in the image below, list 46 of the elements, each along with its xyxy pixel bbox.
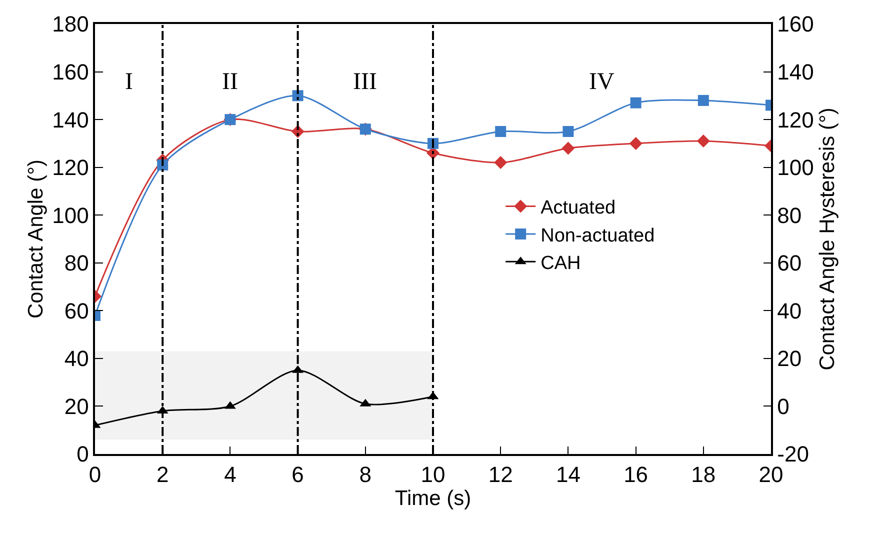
point (629, 136, 642, 150)
y-tick-label: 160 (52, 59, 89, 84)
annotation: III (353, 69, 377, 95)
y-tick-label: 60 (64, 298, 89, 324)
point (630, 97, 642, 108)
legend-label: CAH (540, 253, 581, 274)
x-tick-label: 4 (224, 462, 236, 488)
y-tick-label: 120 (52, 155, 89, 180)
y2-tick-label: 100 (777, 155, 814, 180)
y2-tick-label: 20 (777, 346, 802, 372)
y-axis-title: Contact Angle (°) (24, 160, 48, 318)
y2-tick-label: 140 (777, 59, 814, 84)
point (494, 156, 508, 170)
annotation: II (222, 69, 238, 95)
point (562, 142, 575, 155)
y2-tick-label: 80 (777, 202, 802, 228)
x-tick-label: 6 (292, 462, 304, 488)
y2-tick-label: 40 (777, 298, 802, 324)
point (698, 94, 709, 106)
y-tick-label: 0 (76, 442, 89, 467)
y-tick-label: 20 (64, 394, 89, 419)
y2-tick-label: 120 (777, 107, 814, 132)
x-tick-label: 18 (691, 462, 716, 488)
y-tick-label: 80 (64, 250, 89, 276)
point (696, 134, 710, 148)
x-tick-label: 10 (420, 462, 446, 488)
y2-tick-label: 160 (777, 12, 814, 37)
y2-axis-title: Contact Angle Hysteresis (°) (816, 108, 839, 370)
x-tick-label: 14 (556, 462, 580, 488)
y-tick-label: 100 (52, 202, 89, 228)
x-axis-title: Time (s) (394, 487, 472, 510)
y-tick-label: 140 (52, 107, 89, 132)
y2-tick-label: 60 (777, 250, 802, 276)
annotation: IV (589, 69, 615, 95)
x-tick-label: 2 (156, 462, 169, 488)
x-tick-label: 16 (624, 462, 648, 488)
legend-label: Non-actuated (540, 225, 655, 246)
point (495, 126, 506, 137)
x-tick-label: 12 (488, 462, 513, 488)
y-tick-label: 180 (52, 12, 89, 37)
y-tick-label: 40 (64, 346, 89, 372)
legend-label: Actuated (540, 198, 616, 219)
annotation: I (125, 69, 133, 95)
x-tick-label: 8 (359, 462, 372, 488)
point (562, 126, 574, 137)
y2-tick-label: 0 (777, 394, 790, 419)
